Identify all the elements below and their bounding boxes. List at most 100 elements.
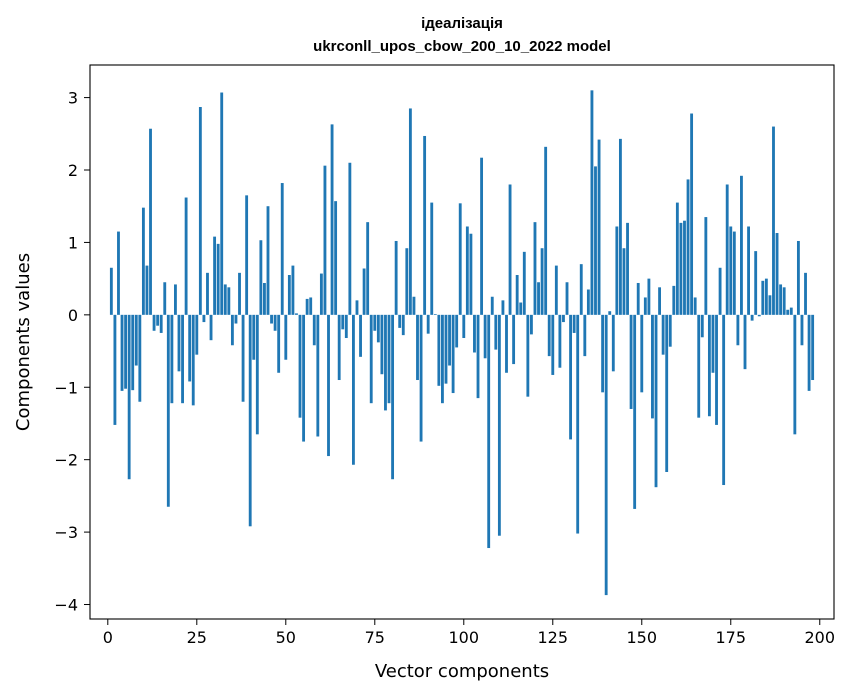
bar-191 xyxy=(786,309,790,315)
y-tick-label: −2 xyxy=(54,451,78,470)
bar-40 xyxy=(248,314,252,527)
bar-10 xyxy=(141,207,145,315)
bar-67 xyxy=(344,314,348,339)
bar-165 xyxy=(693,297,697,315)
bar-15 xyxy=(159,314,163,333)
bar-139 xyxy=(601,314,605,393)
bar-164 xyxy=(690,113,694,315)
bar-23 xyxy=(188,314,192,382)
bar-189 xyxy=(779,284,783,315)
bar-180 xyxy=(747,226,750,315)
bar-24 xyxy=(191,314,195,406)
bar-49 xyxy=(280,183,284,315)
bar-68 xyxy=(348,162,352,315)
bar-57 xyxy=(309,297,313,315)
bar-153 xyxy=(651,314,654,419)
bar-63 xyxy=(330,124,334,315)
bar-86 xyxy=(412,296,416,315)
bar-127 xyxy=(558,314,562,368)
bar-158 xyxy=(668,314,672,347)
bar-61 xyxy=(323,165,327,315)
bar-124 xyxy=(547,314,551,357)
y-tick-label: 0 xyxy=(68,306,78,325)
x-tick-label: 150 xyxy=(626,628,657,647)
bar-113 xyxy=(508,184,512,315)
bar-85 xyxy=(408,108,412,315)
bar-186 xyxy=(768,295,772,315)
bar-33 xyxy=(223,284,227,315)
bar-75 xyxy=(373,314,377,331)
bar-31 xyxy=(216,243,220,315)
bar-120 xyxy=(533,222,537,315)
bar-168 xyxy=(704,217,708,315)
bar-121 xyxy=(537,282,540,315)
bar-183 xyxy=(757,314,761,317)
bar-152 xyxy=(647,278,651,315)
bar-17 xyxy=(166,314,170,507)
bar-102 xyxy=(469,233,473,315)
bar-2 xyxy=(113,314,117,425)
bar-100 xyxy=(462,314,466,339)
bar-149 xyxy=(636,282,640,315)
bar-53 xyxy=(295,313,298,315)
bar-64 xyxy=(334,201,338,315)
bar-161 xyxy=(679,222,683,315)
bar-35 xyxy=(230,314,234,346)
bar-169 xyxy=(707,314,711,417)
bar-84 xyxy=(405,248,409,315)
bar-20 xyxy=(177,314,181,372)
bar-79 xyxy=(387,314,391,404)
bar-48 xyxy=(277,314,281,373)
bar-36 xyxy=(234,314,238,324)
bar-101 xyxy=(465,226,469,315)
bar-93 xyxy=(437,314,441,386)
bar-132 xyxy=(576,314,580,534)
bar-190 xyxy=(782,287,786,315)
bar-179 xyxy=(743,314,747,370)
bar-90 xyxy=(426,314,430,334)
bar-185 xyxy=(764,278,768,315)
bar-125 xyxy=(551,314,555,375)
bar-66 xyxy=(341,314,345,330)
bar-129 xyxy=(565,282,569,315)
bar-162 xyxy=(683,220,686,315)
bar-187 xyxy=(772,126,775,315)
bar-1 xyxy=(109,267,113,315)
bar-98 xyxy=(455,314,459,348)
bar-97 xyxy=(451,314,455,394)
bar-134 xyxy=(583,314,587,357)
bar-11 xyxy=(145,265,149,315)
bar-76 xyxy=(376,314,380,343)
bar-140 xyxy=(604,314,608,596)
y-tick-label: −1 xyxy=(54,378,78,397)
y-axis-ticks: −4 −3 −2 −1 0 1 2 3 xyxy=(54,89,90,615)
bar-21 xyxy=(181,314,184,404)
bar-34 xyxy=(227,287,231,315)
bar-45 xyxy=(266,206,270,315)
bar-128 xyxy=(562,314,565,323)
bar-54 xyxy=(298,314,302,418)
bar-70 xyxy=(355,300,359,315)
bar-107 xyxy=(487,314,491,549)
bar-43 xyxy=(259,240,263,315)
bar-184 xyxy=(761,280,765,315)
y-tick-label: −3 xyxy=(54,523,78,542)
bar-177 xyxy=(736,314,740,346)
bar-178 xyxy=(740,175,743,315)
bar-65 xyxy=(337,314,341,381)
y-tick-label: −4 xyxy=(54,596,78,615)
bar-69 xyxy=(352,314,355,465)
bar-95 xyxy=(444,314,448,384)
bar-60 xyxy=(319,273,323,315)
bar-123 xyxy=(544,146,548,315)
bar-145 xyxy=(622,248,626,315)
bar-46 xyxy=(270,314,273,324)
bar-41 xyxy=(252,314,256,360)
bar-58 xyxy=(312,314,316,346)
bar-172 xyxy=(718,267,722,315)
bar-174 xyxy=(725,184,729,315)
bar-44 xyxy=(263,282,266,315)
bar-188 xyxy=(775,233,779,315)
x-tick-label: 175 xyxy=(715,628,746,647)
bar-193 xyxy=(793,314,797,435)
